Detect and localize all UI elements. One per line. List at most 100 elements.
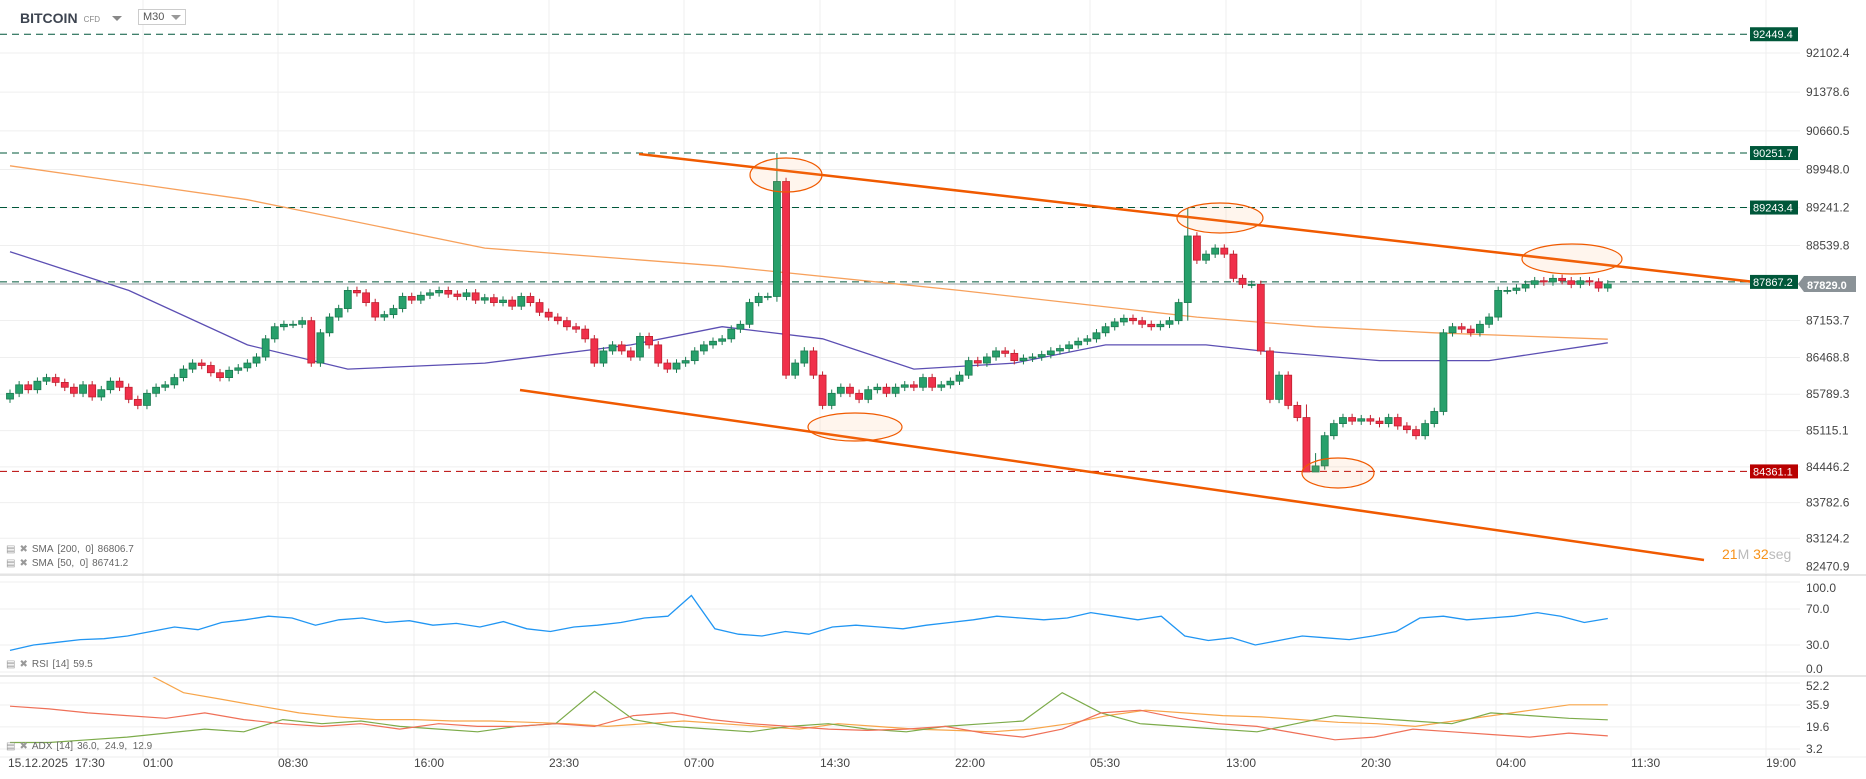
legend-rsi[interactable]: ▤ ✖ RSI [14] 59.5 [6,659,93,670]
candle-body [754,296,763,303]
candle-body [973,360,982,364]
candle-body [1503,290,1512,292]
price-axis[interactable]: 92102.4 91378.6 90660.5 89948.0 89241.2 88539… [1806,46,1850,574]
price-tick-label: 91378.6 [1806,85,1850,99]
candle-body [909,384,918,388]
candle-body [563,320,571,328]
candle [1339,413,1347,428]
candle [1567,276,1576,289]
lower-trendline[interactable] [519,388,1705,562]
time-tick-label: 11:30 [1631,756,1660,770]
candle-body [891,386,900,394]
level-labels: 92449.4 90251.7 89243.4 87867.2 84361.1 87829… [1750,27,1856,479]
candle [1028,353,1037,362]
candle [197,359,206,370]
candle [1110,318,1119,331]
settings-icon[interactable]: ▤ [6,741,16,752]
settings-icon[interactable]: ▤ [6,659,16,670]
candle [955,371,964,385]
rsi-panel[interactable]: 100.0 70.0 30.0 0.0 [0,581,1836,676]
candle [599,347,608,367]
upper-trendline[interactable] [638,152,1799,289]
candle-body [782,181,790,376]
candle [51,373,60,387]
close-icon[interactable]: ✖ [19,544,28,555]
candle-body [736,323,745,330]
settings-icon[interactable]: ▤ [6,558,16,569]
indicator-name: SMA [31,544,54,555]
horizontal-levels[interactable] [0,33,1798,472]
highlight-ellipse[interactable] [1301,457,1375,489]
moving-averages [9,165,1608,370]
highlight-ellipse[interactable] [1521,243,1623,275]
candle [1238,274,1247,289]
legend-sma200[interactable]: ▤ ✖ SMA [200, 0] 86806.7 [6,544,134,555]
chevron-down-icon[interactable] [112,15,123,21]
candle-body [216,372,224,378]
candle [626,347,635,361]
candle-body [1202,253,1210,261]
highlight-ellipse[interactable] [1176,202,1264,234]
candle [699,341,708,355]
candle [1448,322,1457,337]
close-icon[interactable]: ✖ [19,558,28,569]
price-level-value: 92449.4 [1753,29,1793,41]
time-axis[interactable]: 15.12.2025 17:30 01:00 08:30 16:00 23:30 07:0… [8,756,1796,770]
candle [343,286,352,313]
candle [1010,349,1019,365]
candle-body [1375,420,1384,424]
timeframe-select[interactable]: M30 [138,9,187,25]
candle-body [773,181,781,297]
candle [1311,453,1320,473]
candle-body [42,377,51,382]
candle-body [727,328,736,340]
close-icon[interactable]: ✖ [19,741,28,752]
candle-body [334,308,343,318]
candle [1375,417,1384,428]
candle [1585,276,1594,286]
candle [517,292,526,310]
candle [371,298,380,321]
drawings[interactable] [519,152,1799,562]
candle [1576,276,1585,289]
candle [891,383,900,398]
candle-body [718,338,727,342]
candle-body [1521,284,1530,289]
candle [1329,419,1338,440]
candle-body [1275,374,1283,400]
candle-body [234,367,243,371]
rsi-line [9,594,1608,652]
candle-body [508,299,517,307]
candle-body [818,374,827,406]
candle [1211,244,1220,258]
candle-body [581,328,590,340]
candle [1165,316,1174,329]
candle-body [462,292,471,297]
candle-body [1110,321,1119,328]
adx-panel[interactable]: 52.2 35.9 19.6 3.2 [0,673,1830,757]
candle [572,322,580,333]
candle [206,361,215,377]
settings-icon[interactable]: ▤ [6,544,16,555]
candle [1174,298,1183,325]
candle [608,341,617,355]
candle-body [362,292,370,303]
price-tick-label: 84446.2 [1806,460,1850,474]
candle [1512,284,1521,295]
highlight-ellipse[interactable] [807,412,903,442]
candle [152,383,160,398]
candle [1183,207,1192,321]
candle [992,347,1000,361]
highlight-ellipse[interactable] [749,157,823,193]
legend-adx[interactable]: ▤ ✖ ADX [14] 36.0, 24.9, 12.9 [6,741,152,752]
candle-body [1485,316,1493,325]
symbol-selector[interactable]: BITCOIN CFD [20,10,123,26]
candle [773,153,781,302]
close-icon[interactable]: ✖ [19,659,28,670]
legend-sma50[interactable]: ▤ ✖ SMA [50, 0] 86741.2 [6,558,128,569]
candle-body [133,398,142,406]
candle-body [51,377,60,383]
price-tick-label: 88539.8 [1806,239,1850,253]
candle [234,364,243,375]
